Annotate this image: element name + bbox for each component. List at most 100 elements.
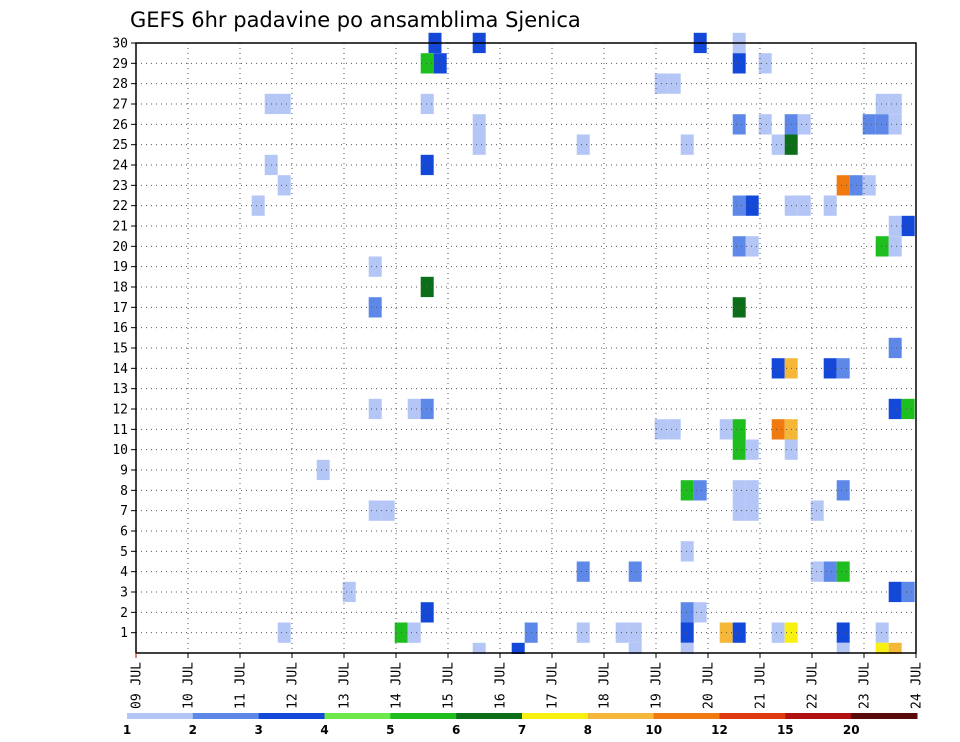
y-tick-label: 29: [112, 57, 128, 72]
heatmap-cell: [771, 358, 785, 379]
chart-title: GEFS 6hr padavine po ansamblima Sjenica: [130, 8, 581, 32]
heatmap-cell: [875, 93, 889, 115]
heatmap-cell: [732, 439, 746, 460]
heatmap-cell: [576, 622, 590, 643]
y-tick-label: 11: [112, 423, 128, 438]
y-tick-label: 23: [112, 179, 128, 194]
heatmap-cell: [732, 236, 746, 257]
heatmap-cell: [732, 419, 746, 440]
colorbar-label: 5: [386, 723, 394, 737]
colorbar-segment: [785, 713, 852, 719]
heatmap-cell: [758, 53, 772, 74]
heatmap-cell: [797, 114, 811, 135]
heatmap-cell: [732, 480, 746, 501]
heatmap-cell: [472, 134, 486, 155]
colorbar-label: 15: [777, 723, 794, 737]
colorbar-segment: [456, 713, 523, 719]
y-tick-label: 6: [120, 525, 128, 540]
colorbar-label: 1: [123, 723, 131, 737]
y-axis: 1234567891011121314151617181920212223242…: [112, 37, 136, 641]
heatmap-cell: [771, 622, 785, 643]
heatmap-cell: [862, 114, 876, 135]
heatmap-cell: [810, 500, 824, 521]
heatmap-cell: [420, 276, 434, 298]
colorbar-segment: [851, 713, 918, 719]
heatmap-cell: [680, 602, 694, 623]
y-tick-label: 4: [120, 565, 128, 580]
x-tick-label: 13 JUL: [338, 662, 353, 709]
heatmap-cell: [888, 93, 902, 115]
heatmap-cell: [251, 195, 265, 216]
heatmap-cell: [888, 581, 902, 603]
x-tick-label: 22 JUL: [806, 662, 821, 709]
y-tick-label: 10: [112, 443, 128, 458]
x-tick-label: 20 JUL: [702, 662, 717, 709]
y-tick-label: 7: [120, 504, 128, 519]
y-tick-label: 28: [112, 77, 128, 92]
colorbar-segment: [127, 713, 194, 719]
x-tick-label: 18 JUL: [598, 662, 613, 709]
y-tick-label: 15: [112, 342, 128, 357]
heatmap-cell: [771, 134, 785, 155]
heatmap-cell: [875, 114, 889, 135]
y-tick-label: 12: [112, 403, 128, 418]
heatmap-cell: [888, 337, 902, 359]
heatmap-cell: [693, 480, 707, 501]
heatmap-cell: [407, 622, 421, 643]
x-tick-label: 15 JUL: [442, 662, 457, 709]
heatmap-cell: [277, 175, 291, 196]
x-tick-label: 14 JUL: [390, 662, 405, 709]
heatmap-cell: [888, 215, 902, 237]
heatmap-cell: [745, 500, 759, 521]
y-tick-label: 8: [120, 484, 128, 499]
y-tick-label: 19: [112, 260, 128, 275]
x-tick-label: 21 JUL: [754, 662, 769, 709]
colorbar-segment: [587, 713, 655, 719]
colorbar: 1 2 3 4 5 6 7 8 10 12 15 20: [123, 713, 918, 737]
heatmap-cell: [862, 175, 876, 196]
heatmap-cell: [433, 53, 447, 74]
x-tick-label: 19 JUL: [650, 662, 665, 709]
colorbar-label: 10: [645, 723, 662, 737]
heatmap-cell: [901, 398, 915, 420]
y-tick-label: 26: [112, 118, 128, 133]
heatmap-cell: [836, 358, 850, 379]
y-tick-label: 16: [112, 321, 128, 336]
y-tick-label: 24: [112, 159, 128, 174]
y-tick-label: 18: [112, 281, 128, 296]
heatmap-cell: [836, 622, 850, 643]
y-tick-label: 2: [120, 606, 128, 621]
heatmap-cell: [823, 561, 837, 582]
heatmap-cell: [628, 622, 642, 643]
heatmap-cell: [732, 622, 746, 643]
heatmap-cell: [680, 541, 694, 562]
heatmap-cell: [407, 398, 421, 420]
y-tick-label: 14: [112, 362, 128, 377]
heatmap-cell: [901, 215, 915, 237]
heatmap-cell: [420, 398, 434, 420]
x-tick-label: 11 JUL: [234, 662, 249, 709]
heatmap-cell: [797, 195, 811, 216]
heatmap-cell: [745, 480, 759, 501]
heatmap-cell: [875, 622, 889, 643]
heatmap-cell: [732, 297, 746, 318]
y-tick-label: 5: [120, 545, 128, 560]
y-tick-label: 3: [120, 586, 128, 601]
y-tick-label: 17: [112, 301, 128, 316]
colorbar-label: 2: [189, 723, 197, 737]
y-tick-label: 30: [112, 37, 128, 52]
heatmap-cell: [901, 581, 915, 603]
heatmap-cell: [381, 500, 395, 521]
heatmap-cell: [368, 500, 382, 521]
colorbar-segment: [324, 713, 391, 719]
heatmap-cell: [667, 73, 681, 94]
heatmap-cell: [875, 236, 889, 257]
heatmap-cell: [316, 459, 330, 481]
heatmap-cell: [732, 500, 746, 521]
grid-lines: [136, 43, 916, 653]
heatmap-cell: [368, 398, 382, 420]
heatmap-cell: [576, 134, 590, 155]
colorbar-segment: [653, 713, 720, 719]
heatmap-cell: [667, 419, 681, 440]
